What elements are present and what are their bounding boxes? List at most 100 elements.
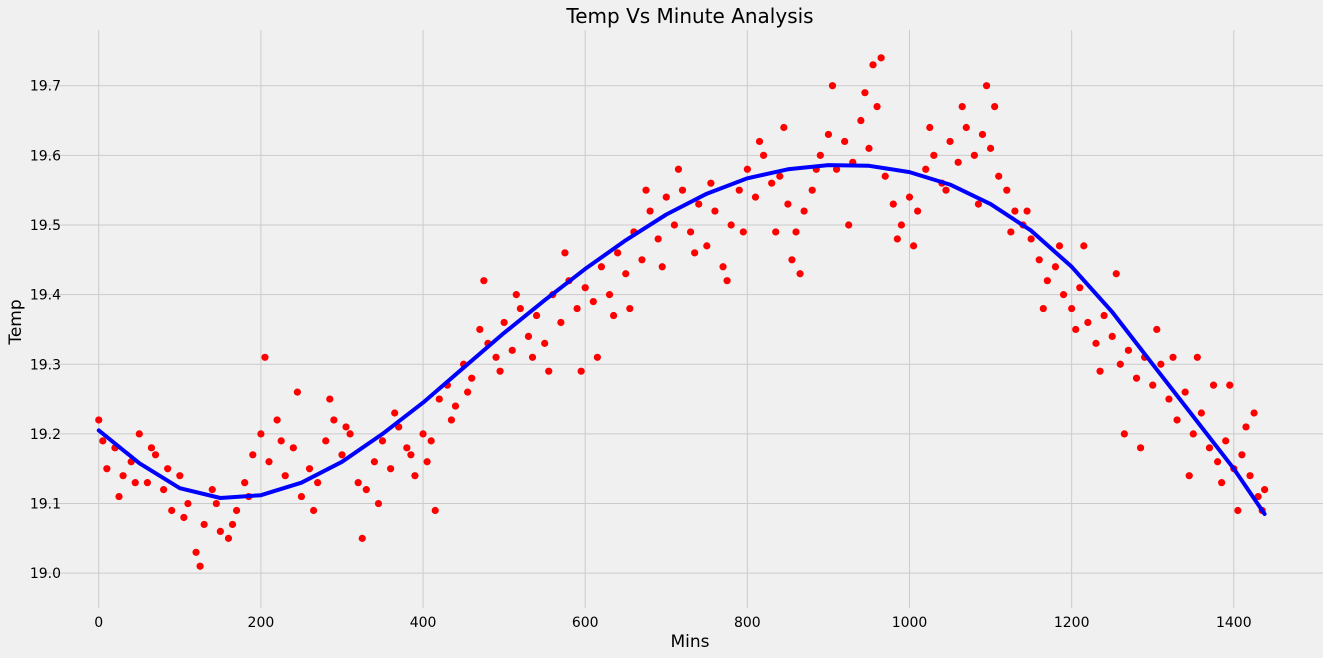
scatter-point [216, 527, 224, 535]
x-axis-ticks: 0 200 400 600 800 1000 1200 1400 [94, 615, 1251, 631]
scatter-point [1076, 284, 1084, 292]
x-tick-label: 1400 [1216, 615, 1252, 631]
scatter-point [532, 311, 541, 320]
y-tick-label: 19.7 [30, 79, 61, 95]
scatter-point [609, 311, 618, 320]
scatter-point [958, 103, 966, 111]
scatter-point [103, 465, 111, 473]
y-axis-ticks: 19.0 19.1 19.2 19.3 19.4 19.5 19.6 19.7 [30, 79, 61, 582]
scatter-point [1153, 325, 1161, 334]
x-tick-label: 800 [734, 615, 761, 631]
scatter-point [727, 221, 735, 229]
scatter-point [658, 263, 666, 271]
scatter-point [176, 472, 184, 480]
scatter-point [1250, 409, 1258, 417]
scatter-point [387, 465, 395, 473]
scatter-point [642, 186, 650, 194]
scatter-point [119, 472, 127, 480]
y-tick-label: 19.0 [30, 566, 61, 582]
scatter-point [881, 172, 889, 180]
scatter-point [447, 416, 456, 424]
y-tick-label: 19.1 [30, 497, 61, 513]
scatter-point [265, 458, 273, 466]
scatter-point [451, 402, 460, 410]
scatter-point [772, 228, 780, 236]
scatter-point [622, 270, 630, 278]
scatter-point [926, 123, 934, 132]
scatter-point [869, 61, 877, 69]
x-axis-label: Mins [670, 632, 709, 652]
scatter-point [164, 465, 172, 473]
scatter-point [403, 444, 411, 452]
x-tick-label: 1200 [1054, 615, 1090, 631]
scatter-point [1035, 256, 1043, 264]
scatter-point [1100, 311, 1108, 320]
scatter-point [577, 367, 585, 375]
scatter-point [638, 256, 646, 264]
scatter-point [249, 451, 257, 459]
scatter-point [986, 144, 995, 152]
scatter-point [654, 235, 662, 243]
scatter-point [99, 437, 107, 445]
grid [42, 30, 1323, 608]
scatter-point [780, 123, 788, 132]
scatter-point [500, 318, 508, 327]
scatter-point [208, 486, 216, 494]
scatter-point [378, 437, 387, 445]
scatter-point [1169, 353, 1177, 361]
scatter-point [261, 353, 269, 361]
y-tick-label: 19.2 [30, 427, 61, 443]
scatter-point [1246, 472, 1254, 480]
scatter-point [273, 416, 281, 424]
scatter-point [281, 472, 289, 480]
scatter-point [755, 137, 764, 146]
scatter-point [687, 228, 695, 236]
scatter-point [370, 458, 379, 466]
scatter-point [670, 221, 678, 229]
scatter-point [1209, 381, 1218, 389]
scatter-point [391, 409, 399, 417]
scatter-point [1116, 360, 1124, 368]
scatter-point [1222, 437, 1230, 445]
scatter-point [516, 304, 524, 313]
scatter-point [419, 430, 427, 438]
scatter-point [1072, 325, 1080, 334]
scatter-point [476, 325, 484, 334]
scatter-point [1205, 444, 1214, 452]
scatter-point [857, 116, 865, 125]
scatter-point [1242, 423, 1250, 431]
scatter-point [930, 151, 938, 159]
scatter-point [342, 423, 350, 431]
scatter-point [735, 186, 743, 194]
scatter-point [1011, 207, 1019, 215]
y-tick-label: 19.3 [30, 357, 61, 373]
scatter-point [954, 158, 962, 166]
scatter-point [289, 444, 297, 452]
x-tick-label: 600 [572, 615, 599, 631]
scatter-point [1197, 409, 1205, 417]
scatter-point [1193, 353, 1201, 361]
scatter-point [95, 416, 103, 424]
scatter-point [1055, 242, 1064, 250]
scatter-point [241, 479, 249, 487]
scatter-point [768, 179, 776, 187]
scatter-point [1027, 235, 1035, 243]
scatter-point [160, 486, 168, 494]
x-tick-label: 200 [248, 615, 275, 631]
scatter-point [338, 451, 346, 459]
scatter-point [212, 499, 220, 508]
chart-title: Temp Vs Minute Analysis [565, 4, 813, 28]
scatter-point [1173, 416, 1181, 424]
fit-line [96, 163, 1267, 516]
scatter-point [1080, 242, 1088, 250]
scatter-point [374, 499, 383, 508]
scatter-point [1023, 207, 1031, 215]
scatter-point [468, 374, 476, 382]
x-tick-label: 400 [410, 615, 437, 631]
scatter-point [646, 207, 654, 215]
scatter-point [1108, 332, 1116, 341]
scatter-point [1051, 263, 1060, 271]
scatter-point [845, 221, 853, 229]
scatter-point [946, 137, 954, 146]
scatter-point [228, 520, 237, 529]
